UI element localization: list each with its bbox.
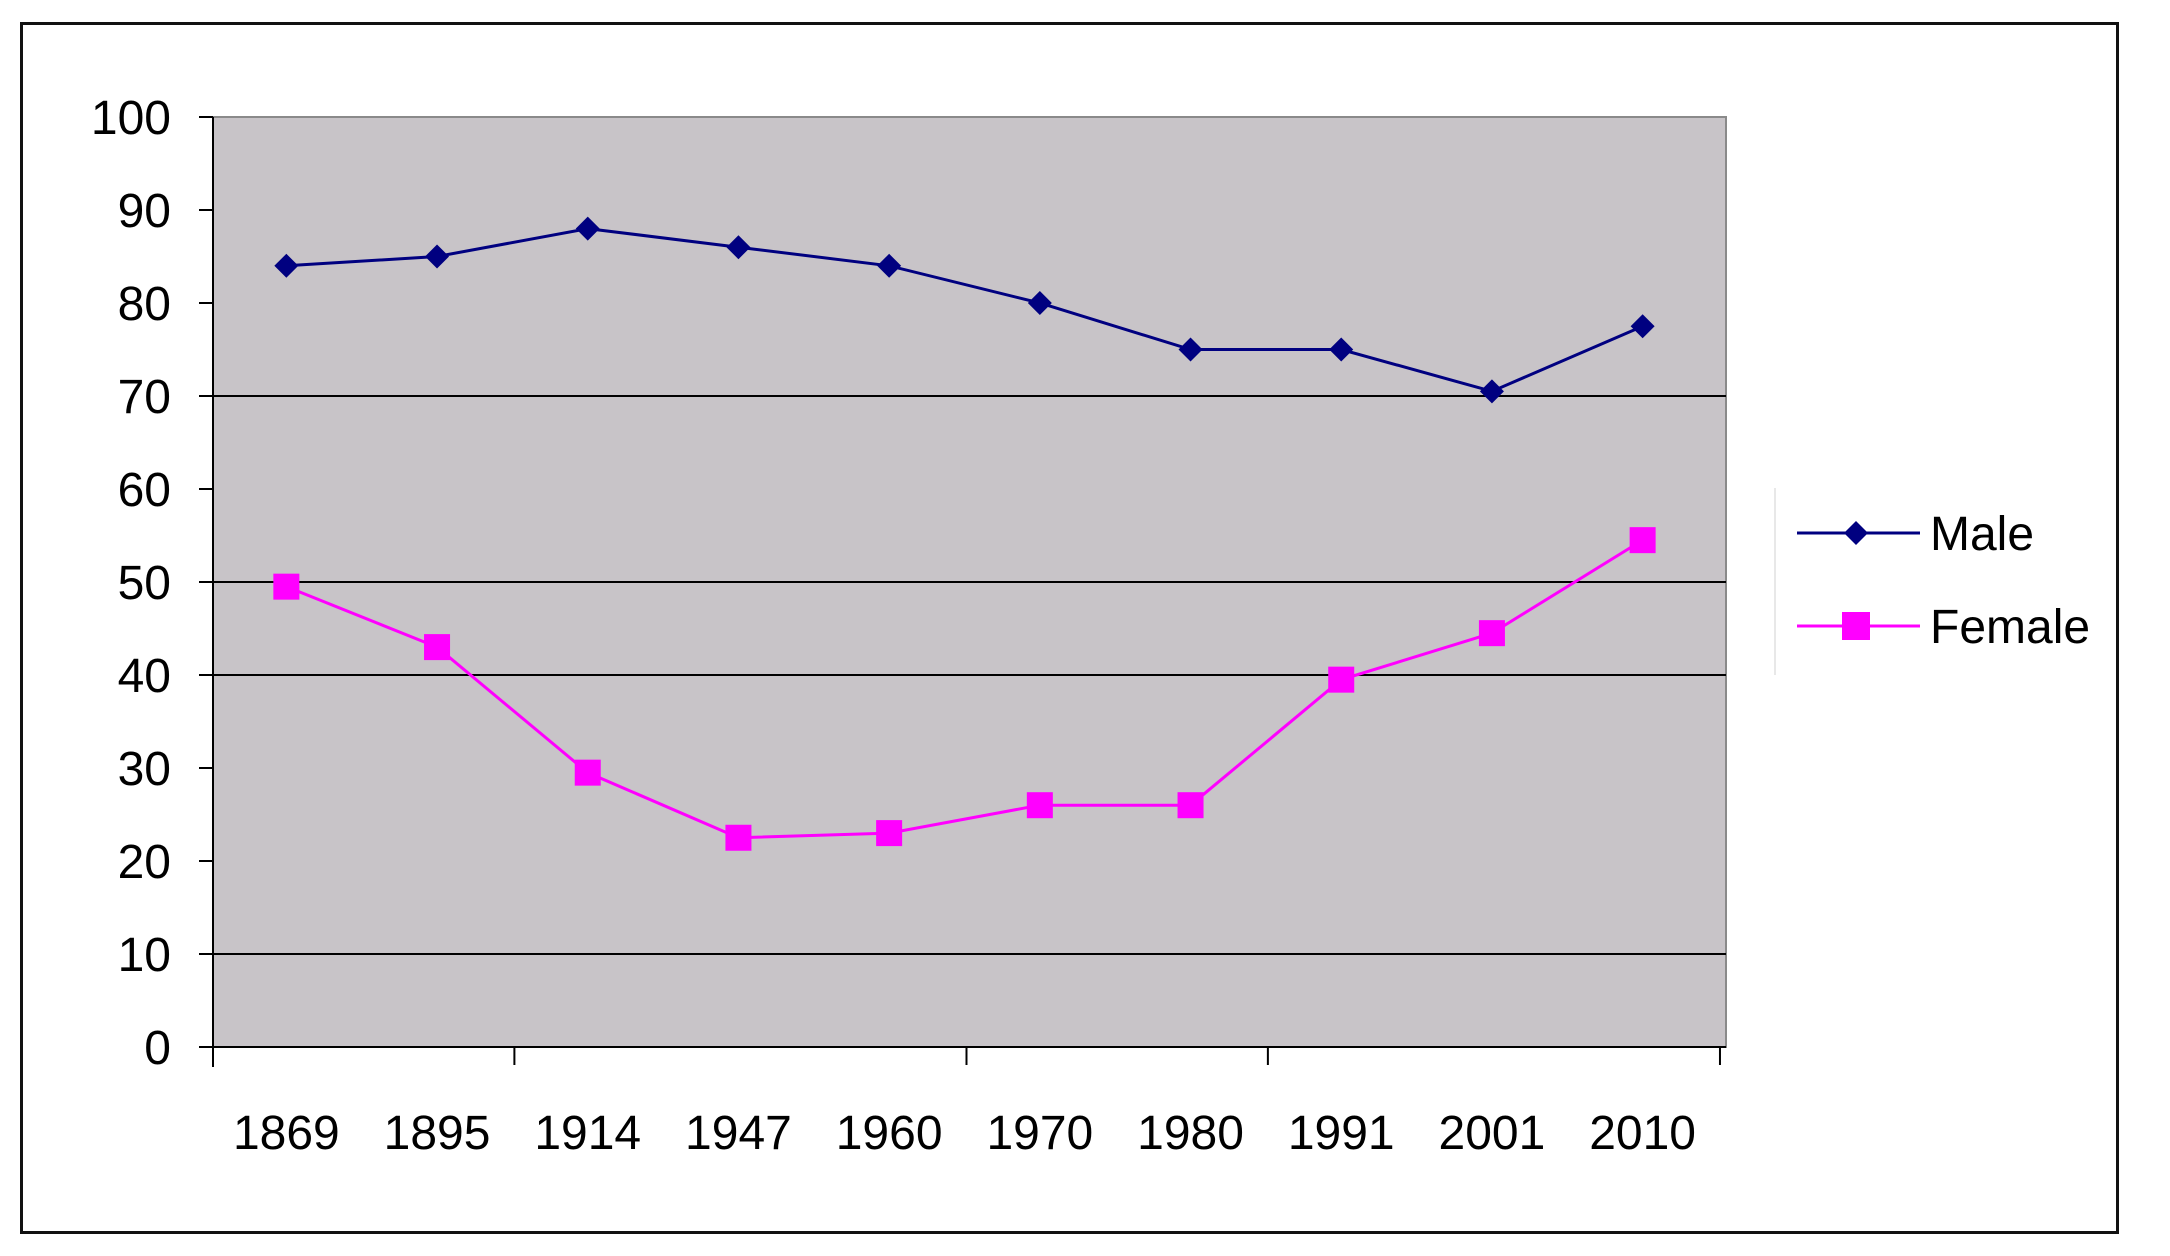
data-point-male [575,216,600,241]
y-axis-tick-labels: 0 10 20 30 40 50 60 70 80 90 100 [91,92,171,1075]
x-tick-label: 2010 [1589,1107,1696,1160]
data-point-male [425,244,450,269]
x-tick-label: 1970 [986,1107,1093,1160]
x-tick-label: 1895 [384,1107,491,1160]
data-point-female [1026,792,1053,819]
x-tick-label: 2001 [1439,1107,1546,1160]
y-tick-label: 30 [118,743,171,796]
x-tick-label: 1960 [836,1107,943,1160]
y-tick-label: 50 [118,557,171,610]
x-tick-label: 1991 [1288,1107,1395,1160]
data-point-female [725,824,752,851]
y-tick-label: 70 [118,371,171,424]
series-female [273,527,1656,851]
series-layer [273,216,1656,851]
data-point-male [1630,314,1655,339]
y-tick-label: 10 [118,929,171,982]
legend: Male Female [1774,488,2090,675]
y-tick-label: 40 [118,650,171,703]
x-tick-label: 1947 [685,1107,792,1160]
x-tick-label: 1869 [233,1107,340,1160]
data-point-female [1328,666,1355,693]
data-point-male [726,235,751,260]
data-point-female [273,573,300,600]
data-point-female [1177,792,1204,819]
series-line-male [286,227,1644,393]
series-male [274,216,1655,404]
legend-label-male: Male [1930,508,2034,561]
legend-marker-male [1844,521,1868,545]
series-line-female [285,538,1644,840]
data-point-male [1178,337,1203,362]
data-point-male [1027,291,1052,315]
grid-lines [213,395,1726,955]
data-point-male [877,253,902,278]
data-point-female [424,634,451,661]
data-point-male [1479,379,1504,404]
y-tick-label: 20 [118,836,171,889]
legend-marker-female [1842,612,1870,640]
data-point-male [274,253,299,278]
y-tick-label: 100 [91,92,171,145]
axes [199,116,1726,1067]
y-tick-label: 0 [144,1022,171,1075]
data-point-male [1329,337,1354,362]
data-point-female [1629,527,1656,554]
legend-label-female: Female [1930,601,2090,654]
x-tick-label: 1914 [534,1107,641,1160]
x-tick-label: 1980 [1137,1107,1244,1160]
y-tick-label: 80 [118,278,171,331]
legend-item-male: Male [1797,508,2034,561]
legend-item-female: Female [1797,601,2090,654]
y-tick-label: 90 [118,185,171,238]
data-point-female [1478,620,1505,647]
data-point-female [876,820,903,847]
data-point-female [574,759,601,786]
y-tick-label: 60 [118,464,171,517]
x-axis-tick-labels: 1869 1895 1914 1947 1960 1970 1980 1991 2001 2010 [233,1107,1696,1160]
